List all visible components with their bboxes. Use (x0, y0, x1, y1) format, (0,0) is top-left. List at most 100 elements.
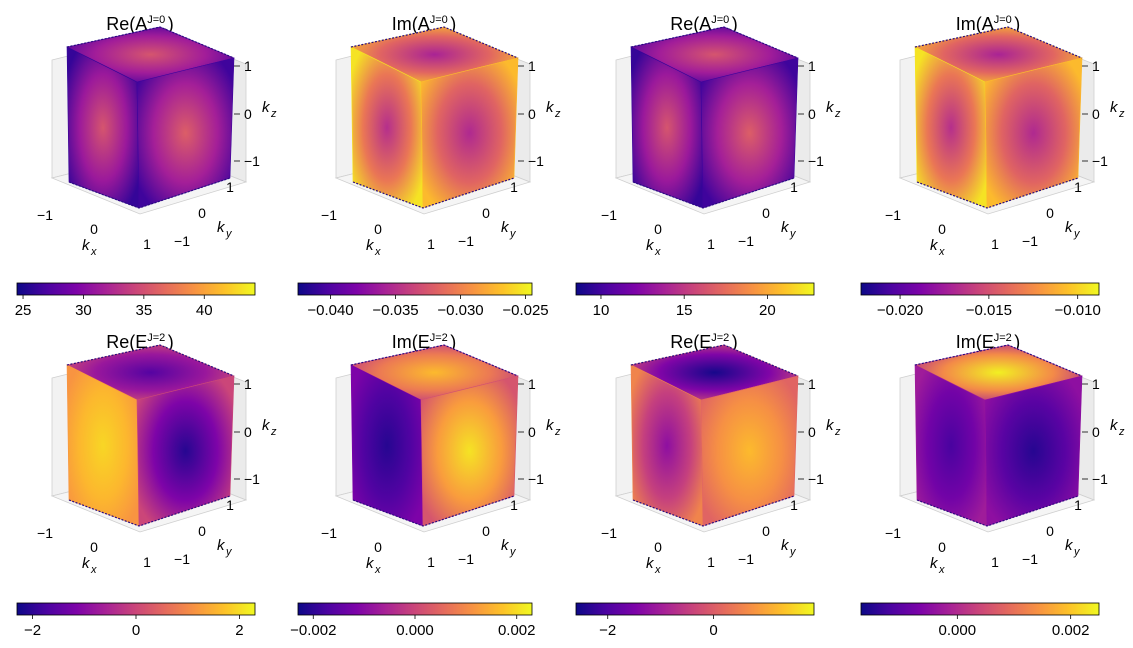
z-tick-label: 1 (528, 58, 536, 74)
cube-edge (350, 344, 519, 377)
colorbar-tick-label: 40 (196, 302, 213, 319)
cube-edge (352, 495, 515, 527)
x-tick-label: −1 (885, 525, 901, 541)
y-tick-label: −1 (738, 233, 754, 249)
y-tick-label: 1 (1074, 179, 1082, 195)
z-tick-label: −1 (808, 153, 824, 169)
x-axis-label: k (82, 555, 91, 572)
y-axis-label-sub: y (789, 546, 797, 558)
cube-face-side (420, 57, 519, 209)
z-axis-label-sub: z (270, 426, 277, 438)
y-tick-label: 1 (790, 179, 798, 195)
y-axis-label-sub: y (509, 228, 517, 240)
cube-edge (630, 344, 799, 377)
x-tick-label: 1 (143, 236, 151, 252)
x-tick-label: 1 (707, 236, 715, 252)
y-axis-label-sub: y (1073, 228, 1081, 240)
x-tick-label: −1 (885, 207, 901, 223)
cube-edge (68, 495, 231, 527)
cube-face-side (984, 57, 1083, 209)
y-axis-label: k (1065, 537, 1074, 554)
colorbar-tick-label: 30 (75, 302, 92, 319)
y-axis-label: k (501, 537, 510, 554)
x-axis-label: k (366, 555, 375, 572)
z-tick-label: −1 (244, 153, 260, 169)
y-tick-label: 0 (762, 205, 770, 221)
x-axis-label-sub: x (654, 246, 661, 258)
x-tick-label: 0 (654, 539, 662, 555)
colorbar-tick-label: −2 (24, 622, 41, 639)
z-tick-label: 1 (808, 376, 816, 392)
z-axis-label: k (826, 417, 835, 434)
cube-face-side (136, 375, 235, 527)
x-tick-label: 1 (707, 554, 715, 570)
y-tick-label: 0 (198, 205, 206, 221)
y-tick-label: 0 (482, 523, 490, 539)
z-axis-label-sub: z (270, 108, 277, 120)
z-axis-label: k (262, 99, 271, 116)
y-axis-label: k (781, 219, 790, 236)
colorbar (860, 602, 1100, 616)
x-tick-label: 1 (143, 554, 151, 570)
cube-face-side (700, 375, 799, 527)
y-tick-label: 1 (790, 497, 798, 513)
y-axis-label-sub: y (225, 546, 233, 558)
cube-edge (914, 344, 1083, 377)
x-tick-label: 0 (90, 221, 98, 237)
y-axis-label-sub: y (225, 228, 233, 240)
panel-4: Im(AJ=01;3/2)10−1kz−101kx−101ky−0.020−0.… (860, 14, 1125, 319)
z-axis-label-sub: z (1118, 108, 1125, 120)
z-tick-label: −1 (1092, 153, 1108, 169)
cube-edge (630, 26, 799, 59)
x-axis-label-sub: x (374, 564, 381, 576)
x-axis-label: k (930, 237, 939, 254)
cube-edge (68, 177, 231, 209)
y-axis-label-sub: y (789, 228, 797, 240)
z-axis-label-sub: z (834, 426, 841, 438)
colorbar-tick-label: −0.002 (290, 622, 336, 639)
y-tick-label: 1 (226, 497, 234, 513)
z-tick-label: 1 (1092, 58, 1100, 74)
cube-face-side (420, 375, 519, 527)
z-tick-label: 0 (808, 106, 816, 122)
x-axis-label-sub: x (374, 246, 381, 258)
colorbar (575, 602, 815, 616)
z-tick-label: 0 (1092, 424, 1100, 440)
colorbar-tick-label: 15 (676, 302, 693, 319)
y-tick-label: −1 (1022, 551, 1038, 567)
z-tick-label: 0 (1092, 106, 1100, 122)
x-axis-label: k (366, 237, 375, 254)
colorbar-tick-label: 0.000 (939, 622, 977, 639)
x-tick-label: −1 (321, 207, 337, 223)
panel-8: Im(EJ=22;3/2)10−1kz−101kx−101ky0.0000.00… (860, 332, 1125, 639)
colorbar (297, 282, 533, 296)
colorbar (16, 602, 256, 616)
z-axis-label-sub: z (554, 426, 561, 438)
y-tick-label: −1 (1022, 233, 1038, 249)
x-tick-label: 0 (374, 221, 382, 237)
cube-edge (352, 177, 515, 209)
y-tick-label: 0 (762, 523, 770, 539)
x-tick-label: −1 (37, 207, 53, 223)
x-tick-label: −1 (321, 525, 337, 541)
x-tick-label: 0 (374, 539, 382, 555)
colorbar-tick-label: −2 (599, 622, 616, 639)
x-axis-label: k (646, 237, 655, 254)
x-tick-label: −1 (601, 525, 617, 541)
colorbar-tick-label: −0.015 (966, 302, 1012, 319)
y-tick-label: 0 (198, 523, 206, 539)
x-tick-label: −1 (37, 525, 53, 541)
x-tick-label: 1 (991, 554, 999, 570)
z-tick-label: 1 (808, 58, 816, 74)
z-tick-label: 0 (528, 106, 536, 122)
colorbar-tick-label: 0.002 (498, 622, 536, 639)
z-tick-label: 0 (528, 424, 536, 440)
cube-edge (916, 177, 1079, 209)
x-tick-label: 0 (938, 221, 946, 237)
cube-edge (632, 177, 795, 209)
y-tick-label: 1 (510, 497, 518, 513)
y-axis-label: k (1065, 219, 1074, 236)
